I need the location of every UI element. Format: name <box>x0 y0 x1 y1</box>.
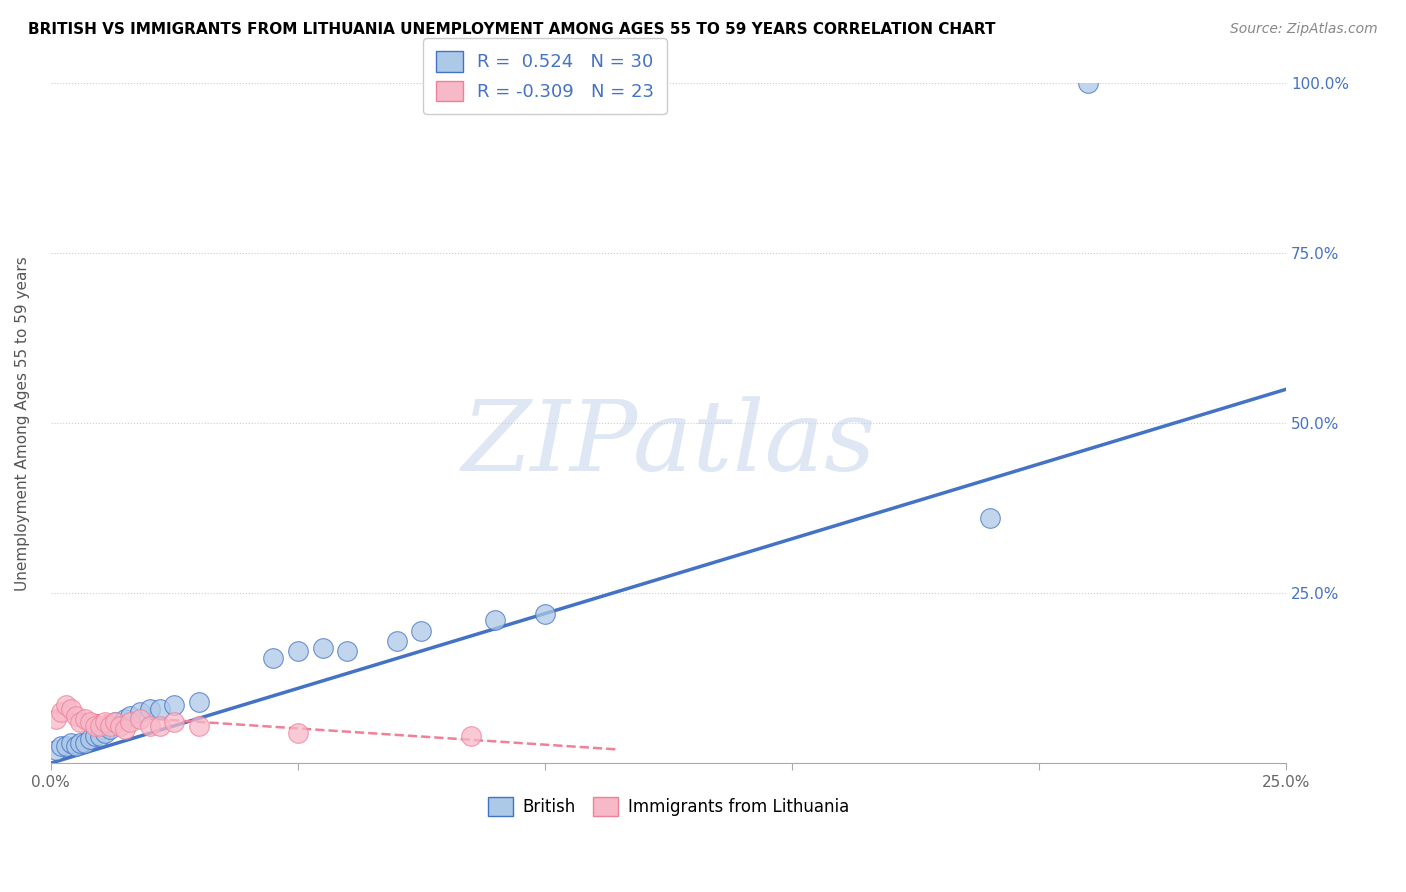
Point <box>484 614 506 628</box>
Y-axis label: Unemployment Among Ages 55 to 59 years: Unemployment Among Ages 55 to 59 years <box>15 256 30 591</box>
Point <box>148 702 170 716</box>
Point <box>98 722 121 736</box>
Point <box>94 725 117 739</box>
Point <box>75 736 97 750</box>
Point <box>336 644 359 658</box>
Point <box>45 742 67 756</box>
Text: BRITISH VS IMMIGRANTS FROM LITHUANIA UNEMPLOYMENT AMONG AGES 55 TO 59 YEARS CORR: BRITISH VS IMMIGRANTS FROM LITHUANIA UNE… <box>28 22 995 37</box>
Point <box>89 719 111 733</box>
Point <box>65 708 87 723</box>
Point <box>79 715 101 730</box>
Point <box>534 607 557 621</box>
Point <box>59 702 82 716</box>
Point <box>979 511 1001 525</box>
Point <box>84 719 107 733</box>
Point <box>104 715 127 730</box>
Point <box>118 708 141 723</box>
Point <box>49 739 72 753</box>
Text: Source: ZipAtlas.com: Source: ZipAtlas.com <box>1230 22 1378 37</box>
Point <box>79 732 101 747</box>
Point <box>163 698 186 713</box>
Point <box>59 736 82 750</box>
Point <box>45 712 67 726</box>
Point <box>287 644 309 658</box>
Point <box>262 650 284 665</box>
Point <box>118 715 141 730</box>
Point <box>94 715 117 730</box>
Point <box>89 729 111 743</box>
Point <box>55 698 77 713</box>
Legend: British, Immigrants from Lithuania: British, Immigrants from Lithuania <box>481 790 856 822</box>
Point <box>460 729 482 743</box>
Point <box>98 719 121 733</box>
Point <box>385 633 408 648</box>
Point <box>163 715 186 730</box>
Point <box>75 712 97 726</box>
Point <box>49 705 72 719</box>
Point <box>148 719 170 733</box>
Point <box>84 729 107 743</box>
Point <box>138 702 160 716</box>
Point <box>114 722 136 736</box>
Point <box>108 719 131 733</box>
Point <box>188 719 211 733</box>
Point <box>128 705 150 719</box>
Point <box>188 695 211 709</box>
Text: ZIPatlas: ZIPatlas <box>461 396 876 491</box>
Point <box>55 739 77 753</box>
Point <box>411 624 433 638</box>
Point <box>287 725 309 739</box>
Point <box>104 715 127 730</box>
Point <box>65 739 87 753</box>
Point <box>69 736 91 750</box>
Point <box>128 712 150 726</box>
Point <box>311 640 333 655</box>
Point <box>138 719 160 733</box>
Point <box>69 715 91 730</box>
Point <box>1077 77 1099 91</box>
Point <box>114 712 136 726</box>
